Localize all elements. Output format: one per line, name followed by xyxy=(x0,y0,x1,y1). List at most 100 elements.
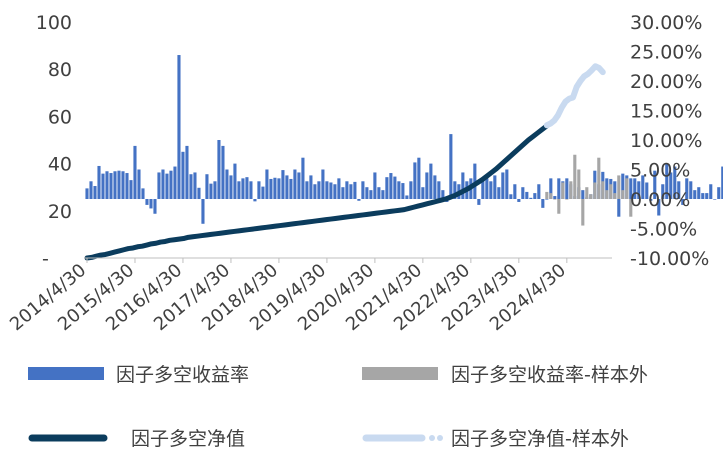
return-bar-7 xyxy=(113,171,117,199)
return-bar-104 xyxy=(501,172,505,199)
right-tick-label-4: 10.00% xyxy=(630,130,702,152)
return-bar-19 xyxy=(161,169,165,199)
return-bar-134 xyxy=(621,173,625,199)
return-bar-oos-4 xyxy=(561,182,565,199)
legend-label-nav-oos: 因子多空净值-样本外 xyxy=(451,428,629,450)
legend-label-returns: 因子多空收益率 xyxy=(116,364,249,386)
return-bar-156 xyxy=(709,184,713,199)
return-bar-132 xyxy=(613,181,617,199)
return-bar-141 xyxy=(649,199,653,201)
return-bar-118 xyxy=(557,178,561,199)
return-bar-149 xyxy=(681,199,685,205)
return-bar-9 xyxy=(121,171,125,199)
return-bar-16 xyxy=(149,199,153,209)
return-bar-34 xyxy=(221,145,225,199)
legend-item-nav: 因子多空净值 xyxy=(28,428,245,450)
left-tick-label-3: 40 xyxy=(48,154,72,176)
return-bar-157 xyxy=(713,199,717,200)
return-bar-138 xyxy=(637,181,641,199)
return-bar-140 xyxy=(645,182,649,199)
return-bar-109 xyxy=(521,187,525,199)
return-bar-111 xyxy=(529,197,533,199)
return-bar-92 xyxy=(453,181,457,199)
return-bar-87 xyxy=(433,175,437,199)
return-bar-88 xyxy=(437,181,441,199)
return-bar-117 xyxy=(553,196,557,199)
return-bar-158 xyxy=(717,187,721,199)
return-bar-51 xyxy=(289,178,293,199)
return-bar-24 xyxy=(181,151,185,199)
return-bar-49 xyxy=(281,170,285,199)
right-tick-label-2: 20.00% xyxy=(630,71,702,93)
return-bar-oos-7 xyxy=(573,154,577,199)
return-bar-10 xyxy=(125,173,129,199)
bars-layer xyxy=(85,55,723,226)
return-bar-139 xyxy=(641,175,645,199)
return-bar-143 xyxy=(657,199,661,216)
return-bar-6 xyxy=(109,173,113,199)
return-bar-oos-0 xyxy=(545,191,549,199)
return-bar-14 xyxy=(141,188,145,199)
return-bar-72 xyxy=(373,172,377,199)
return-bar-108 xyxy=(517,199,521,202)
return-bar-83 xyxy=(417,157,421,199)
return-bar-44 xyxy=(261,186,265,199)
return-bar-116 xyxy=(549,178,553,199)
legend-swatch-nav-oos-dot2 xyxy=(437,435,443,441)
return-bar-144 xyxy=(661,184,665,199)
return-bar-115 xyxy=(545,199,549,200)
return-bar-159 xyxy=(721,166,723,199)
return-bar-31 xyxy=(209,183,213,199)
return-bar-oos-14 xyxy=(601,181,605,199)
legend-item-returns: 因子多空收益率 xyxy=(28,364,249,386)
return-bar-1 xyxy=(89,181,93,199)
return-bar-64 xyxy=(341,187,345,199)
left-tick-label-1: 80 xyxy=(48,59,72,81)
return-bar-66 xyxy=(349,184,353,199)
return-bar-77 xyxy=(393,176,397,199)
return-bar-oos-19 xyxy=(621,190,625,199)
return-bar-60 xyxy=(325,181,329,199)
return-bar-40 xyxy=(245,177,249,199)
return-bar-63 xyxy=(337,178,341,199)
return-bar-73 xyxy=(377,187,381,199)
return-bar-36 xyxy=(229,175,233,199)
return-bar-oos-21 xyxy=(629,199,633,217)
return-bar-oos-8 xyxy=(577,169,581,199)
right-axis: 30.00% 25.00% 20.00% 15.00% 10.00% 5.00% 0.00%… xyxy=(630,12,709,270)
return-bar-154 xyxy=(701,193,705,199)
return-bar-56 xyxy=(309,175,313,199)
lines-layer xyxy=(84,63,606,261)
return-bar-71 xyxy=(369,190,373,199)
return-bar-155 xyxy=(705,193,709,199)
return-bar-91 xyxy=(449,134,453,199)
return-bar-12 xyxy=(133,145,137,199)
return-bar-136 xyxy=(629,178,633,199)
return-bar-22 xyxy=(173,166,177,199)
return-bar-oos-18 xyxy=(617,175,621,199)
return-bar-oos-1 xyxy=(549,193,553,199)
return-bar-33 xyxy=(217,140,221,199)
return-bar-97 xyxy=(473,163,477,199)
return-bar-79 xyxy=(401,183,405,199)
return-bar-35 xyxy=(225,169,229,199)
return-bar-oos-10 xyxy=(585,187,589,199)
return-bar-39 xyxy=(241,178,245,199)
return-bar-52 xyxy=(293,169,297,199)
return-bar-153 xyxy=(697,187,701,199)
return-bar-114 xyxy=(541,199,545,208)
return-bar-oos-20 xyxy=(625,178,629,199)
return-bar-65 xyxy=(345,181,349,199)
return-bar-99 xyxy=(481,180,485,199)
return-bar-67 xyxy=(353,181,357,199)
return-bar-61 xyxy=(329,182,333,199)
return-bar-62 xyxy=(333,184,337,199)
return-bar-oos-16 xyxy=(609,184,613,199)
legend-item-nav-oos: 因子多空净值-样本外 xyxy=(362,428,629,450)
return-bar-82 xyxy=(413,162,417,199)
return-bar-89 xyxy=(441,190,445,199)
return-bar-8 xyxy=(117,170,121,199)
return-bar-15 xyxy=(145,199,149,205)
legend-swatch-returns-oos xyxy=(362,367,438,380)
